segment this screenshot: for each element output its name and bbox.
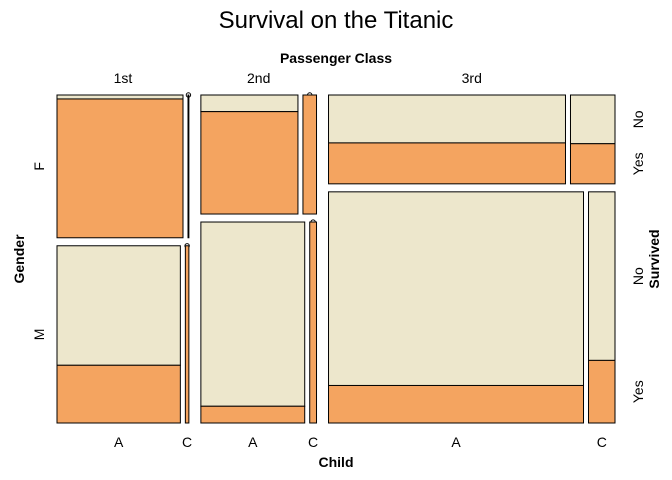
survived-label-yes-M: Yes bbox=[630, 380, 646, 403]
child-label-3rd-A: A bbox=[451, 434, 461, 450]
child-label-1st-A: A bbox=[114, 434, 124, 450]
left-axis-title: Gender bbox=[11, 234, 27, 284]
cell-3rd-M-C-no bbox=[588, 191, 616, 361]
cell-1st-F-A-yes bbox=[56, 98, 184, 239]
cell-3rd-M-C-yes bbox=[588, 359, 616, 424]
survived-label-yes-F: Yes bbox=[630, 152, 646, 175]
cell-3rd-F-A-yes bbox=[328, 142, 566, 185]
top-axis-title: Passenger Class bbox=[280, 50, 392, 66]
cell-1st-F-C-yes bbox=[187, 94, 190, 239]
bottom-axis-title: Child bbox=[319, 454, 354, 470]
cell-3rd-F-A-no bbox=[328, 94, 566, 144]
gender-label-M: M bbox=[31, 329, 47, 341]
child-label-2nd-C: C bbox=[308, 434, 318, 450]
survived-label-no-F: No bbox=[630, 110, 646, 128]
class-label-3rd: 3rd bbox=[462, 70, 482, 86]
cell-2nd-M-A-yes bbox=[200, 405, 306, 424]
cell-2nd-F-C-yes bbox=[302, 94, 318, 215]
cell-2nd-M-A-no bbox=[200, 221, 306, 407]
cell-3rd-M-A-no bbox=[328, 191, 585, 386]
cell-1st-F-A-no bbox=[56, 94, 184, 100]
cell-1st-M-A-no bbox=[56, 245, 181, 366]
cell-3rd-F-C-no bbox=[569, 94, 616, 145]
mosaic-tick-labels: 1st F A C M 2nd A C 3rd No Yes A C No Yes bbox=[31, 70, 646, 450]
cell-1st-M-C-yes bbox=[184, 245, 190, 424]
gender-label-F: F bbox=[31, 162, 47, 171]
cell-1st-M-A-yes bbox=[56, 364, 181, 424]
cell-2nd-M-C-yes bbox=[309, 221, 318, 424]
cell-2nd-F-A-no bbox=[200, 94, 299, 113]
cell-3rd-M-A-yes bbox=[328, 384, 585, 424]
child-label-2nd-A: A bbox=[248, 434, 258, 450]
cell-2nd-F-A-yes bbox=[200, 111, 299, 215]
mosaic-cells bbox=[56, 92, 616, 424]
survived-label-no-M: No bbox=[630, 267, 646, 285]
child-label-3rd-C: C bbox=[597, 434, 607, 450]
right-axis-title: Survived bbox=[646, 229, 662, 288]
chart-title: Survival on the Titanic bbox=[219, 7, 454, 34]
child-label-1st-C: C bbox=[182, 434, 192, 450]
class-label-1st: 1st bbox=[114, 70, 133, 86]
cell-3rd-F-C-yes bbox=[569, 143, 616, 185]
class-label-2nd: 2nd bbox=[247, 70, 270, 86]
